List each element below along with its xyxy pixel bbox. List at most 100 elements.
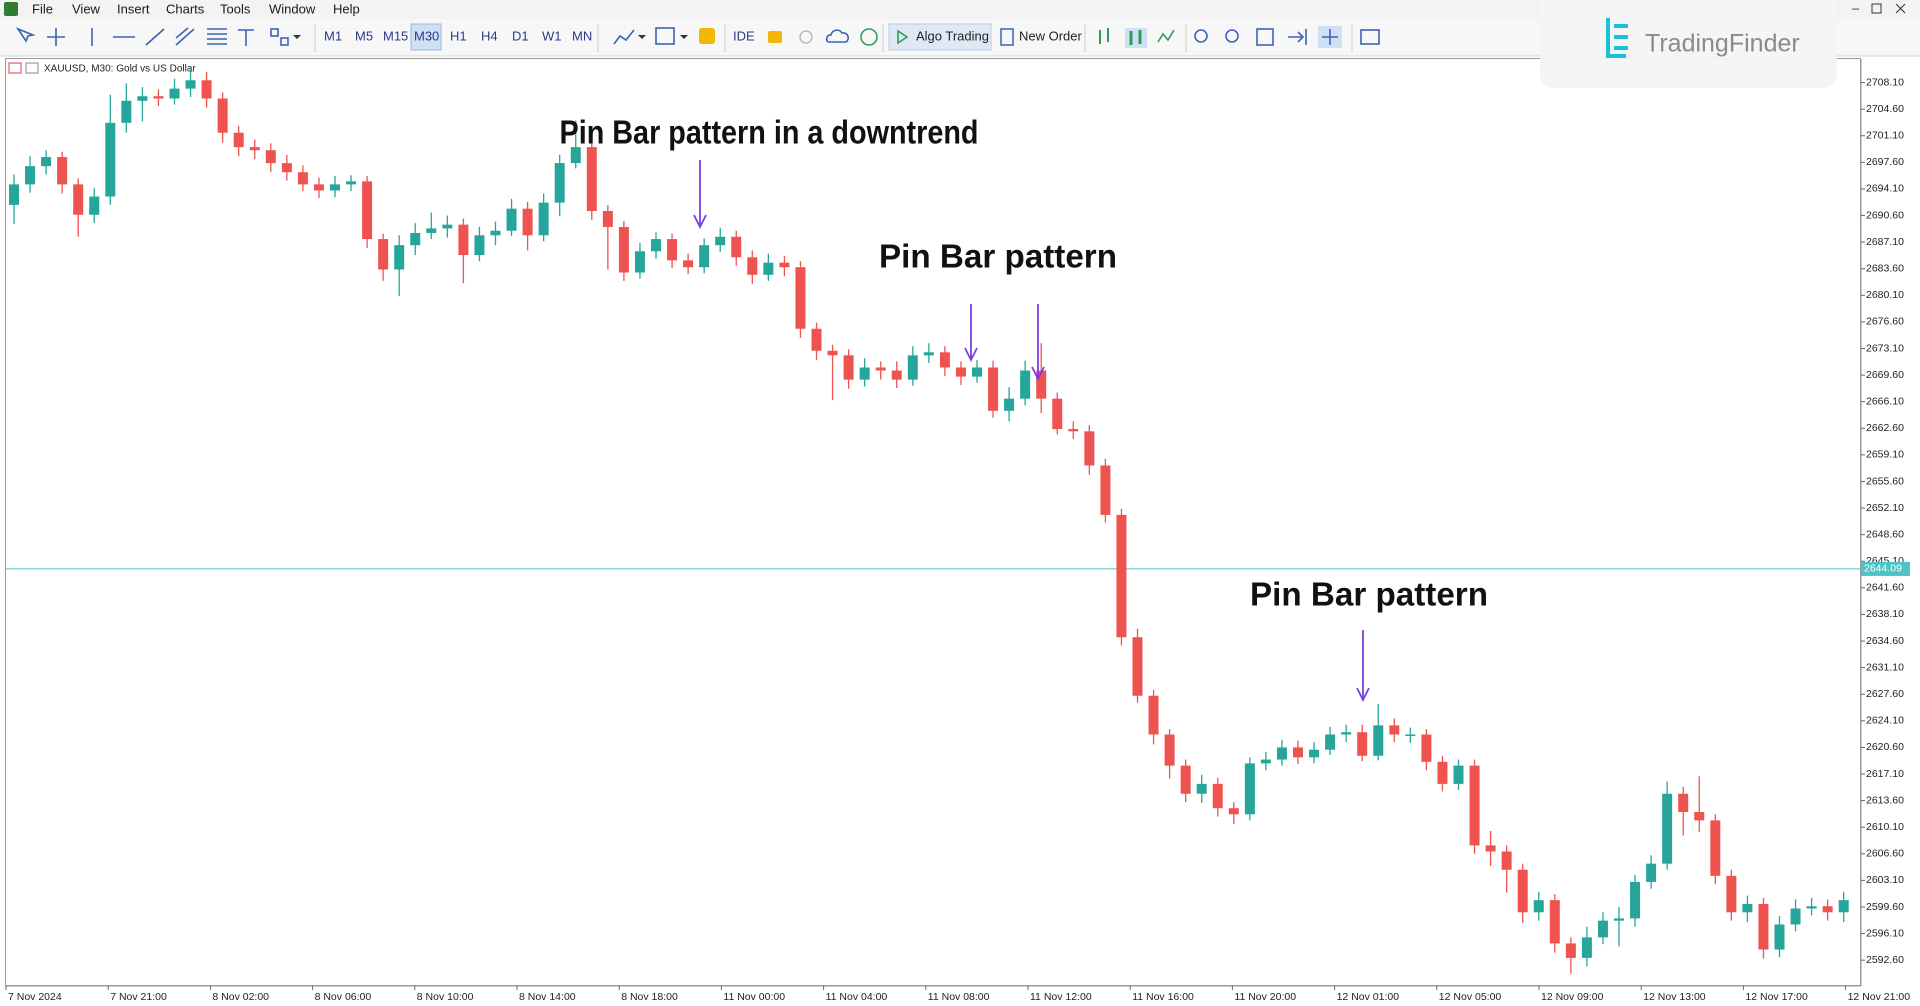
menu-item[interactable]: Tools bbox=[220, 1, 251, 16]
templates[interactable] bbox=[655, 27, 675, 45]
x-tick-label: 7 Nov 2024 bbox=[8, 991, 62, 1003]
menu-item[interactable]: Window bbox=[269, 1, 316, 16]
shapes-tool[interactable] bbox=[280, 37, 289, 46]
candle-body bbox=[1421, 734, 1432, 762]
candle-body bbox=[1517, 869, 1528, 913]
x-tick-label: 11 Nov 04:00 bbox=[826, 991, 888, 1003]
window-close[interactable] bbox=[1895, 3, 1906, 14]
dropdown[interactable] bbox=[680, 35, 688, 39]
timeframe-button[interactable]: MN bbox=[572, 28, 592, 43]
candle-body bbox=[538, 202, 549, 236]
window-restore[interactable] bbox=[1871, 3, 1882, 14]
channel-tool[interactable] bbox=[175, 27, 195, 46]
candle-body bbox=[1453, 765, 1464, 784]
fibo-tool[interactable] bbox=[207, 28, 227, 45]
lock-icon[interactable] bbox=[768, 31, 782, 43]
timeframe-button[interactable]: M15 bbox=[383, 28, 408, 43]
shapes-tool[interactable] bbox=[270, 28, 279, 37]
candle-body bbox=[313, 184, 324, 191]
algo-trading-label[interactable]: Algo Trading bbox=[916, 28, 989, 43]
candle-body bbox=[1325, 734, 1336, 750]
x-tick-label: 12 Nov 05:00 bbox=[1439, 991, 1502, 1003]
candle-body bbox=[1052, 398, 1063, 430]
vps-icon[interactable] bbox=[860, 28, 878, 46]
candle-body bbox=[1373, 725, 1384, 756]
y-tick-label: 2655.60 bbox=[1866, 475, 1904, 487]
y-tick-label: 2641.60 bbox=[1866, 582, 1904, 594]
candle-body bbox=[875, 367, 886, 371]
candle-body bbox=[474, 235, 485, 256]
annotation-arrowhead bbox=[964, 347, 978, 363]
candle-body bbox=[811, 328, 822, 351]
candle-body bbox=[153, 96, 164, 99]
x-tick-label: 11 Nov 20:00 bbox=[1234, 991, 1296, 1003]
candle-body bbox=[891, 370, 902, 380]
cursor-tool[interactable] bbox=[15, 27, 36, 43]
menu-item[interactable]: Insert bbox=[117, 1, 150, 16]
candle-body bbox=[57, 157, 68, 185]
line-icon[interactable] bbox=[1157, 29, 1175, 43]
candle-body bbox=[346, 181, 357, 185]
menu-item[interactable]: View bbox=[72, 1, 101, 16]
new-order-icon[interactable] bbox=[1000, 28, 1014, 46]
timeframe-button[interactable]: W1 bbox=[542, 28, 562, 43]
candle-body bbox=[522, 208, 533, 236]
signal-icon[interactable] bbox=[799, 30, 813, 44]
candle-body bbox=[1164, 734, 1175, 766]
y-tick-label: 2701.10 bbox=[1866, 130, 1904, 142]
candle-body bbox=[1341, 732, 1352, 735]
candle-body bbox=[827, 350, 838, 356]
timeframe-button[interactable]: H4 bbox=[481, 28, 498, 43]
candle-body bbox=[988, 367, 999, 411]
timeframe-button[interactable]: M30 bbox=[414, 28, 439, 43]
candle-body bbox=[1020, 370, 1031, 399]
bars-icon[interactable] bbox=[1099, 28, 1109, 44]
dropdown[interactable] bbox=[293, 35, 301, 39]
candle-body bbox=[939, 352, 950, 368]
scroll-end[interactable] bbox=[1288, 29, 1307, 45]
candle-body bbox=[1132, 637, 1143, 696]
timeframe-button[interactable]: M5 bbox=[355, 28, 373, 43]
candle-body bbox=[1726, 875, 1737, 913]
candle-body bbox=[923, 352, 934, 356]
y-tick-label: 2673.10 bbox=[1866, 342, 1904, 354]
menu-item[interactable]: File bbox=[32, 1, 53, 16]
candle-body bbox=[41, 157, 52, 167]
zoom-out[interactable] bbox=[1225, 29, 1239, 43]
tile-windows[interactable] bbox=[1256, 28, 1274, 46]
candle-body bbox=[249, 147, 260, 151]
candles-icon[interactable] bbox=[1129, 30, 1142, 45]
candle-body bbox=[9, 184, 19, 205]
x-tick-label: 12 Nov 13:00 bbox=[1643, 991, 1706, 1003]
timeframe-button[interactable]: M1 bbox=[324, 28, 342, 43]
chart-type[interactable] bbox=[613, 29, 635, 45]
x-tick-label: 7 Nov 21:00 bbox=[110, 991, 167, 1003]
y-tick-label: 2599.60 bbox=[1866, 901, 1904, 913]
y-tick-label: 2690.60 bbox=[1866, 209, 1904, 221]
screenshot[interactable] bbox=[1360, 29, 1380, 45]
candle-body bbox=[763, 262, 774, 275]
new-order-label[interactable]: New Order bbox=[1019, 28, 1083, 43]
text-tool[interactable] bbox=[238, 29, 254, 46]
menu-item[interactable]: Charts bbox=[166, 1, 205, 16]
zoom-in[interactable] bbox=[1194, 29, 1208, 43]
annotation: Pin Bar pattern bbox=[879, 238, 1117, 275]
cloud-icon[interactable] bbox=[825, 29, 849, 43]
market-icon[interactable] bbox=[699, 28, 715, 44]
y-tick-label: 2704.60 bbox=[1866, 103, 1904, 115]
ide-button[interactable]: IDE bbox=[733, 28, 755, 43]
timeframe-button[interactable]: H1 bbox=[450, 28, 467, 43]
candle-body bbox=[1630, 881, 1641, 919]
window-minimize[interactable]: – bbox=[1852, 0, 1860, 15]
crosshair-tool[interactable] bbox=[47, 28, 65, 46]
menu-item[interactable]: Help bbox=[333, 1, 360, 16]
candle-body bbox=[426, 228, 437, 234]
dropdown[interactable] bbox=[638, 35, 646, 39]
trendline-tool[interactable] bbox=[145, 28, 165, 46]
candle-body bbox=[185, 80, 196, 89]
chart-shift[interactable] bbox=[1322, 29, 1338, 45]
timeframe-button[interactable]: D1 bbox=[512, 28, 529, 43]
y-tick-label: 2606.60 bbox=[1866, 848, 1904, 860]
candle-body bbox=[1244, 763, 1255, 815]
